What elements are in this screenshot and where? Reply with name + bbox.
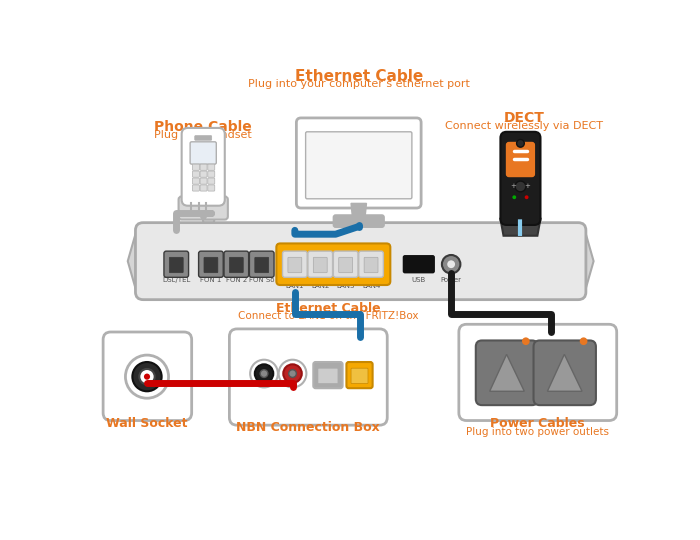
Text: Connect wirelessly via DECT: Connect wirelessly via DECT [445,121,603,131]
FancyBboxPatch shape [500,132,540,225]
FancyBboxPatch shape [364,257,378,273]
Circle shape [447,260,456,269]
Text: FON So: FON So [249,278,274,284]
Circle shape [580,338,587,345]
Circle shape [284,364,302,383]
Text: Wall Socket: Wall Socket [106,417,188,430]
Circle shape [515,181,526,192]
FancyBboxPatch shape [358,251,384,278]
FancyBboxPatch shape [288,257,302,273]
FancyBboxPatch shape [164,251,188,278]
Text: Plug into two power outlets: Plug into two power outlets [466,427,609,437]
Text: Plug into handset: Plug into handset [154,130,252,140]
Text: Phone Cable: Phone Cable [154,120,252,134]
FancyBboxPatch shape [135,222,586,300]
FancyBboxPatch shape [193,185,200,191]
FancyBboxPatch shape [333,251,358,278]
Circle shape [250,360,278,387]
FancyBboxPatch shape [351,368,368,383]
FancyBboxPatch shape [296,118,421,208]
FancyBboxPatch shape [204,257,218,273]
FancyBboxPatch shape [199,251,223,278]
Circle shape [525,195,528,199]
FancyBboxPatch shape [208,171,215,177]
Text: +: + [524,184,531,190]
Text: LAN1: LAN1 [286,283,304,289]
FancyBboxPatch shape [276,244,391,285]
FancyBboxPatch shape [230,329,387,425]
Polygon shape [578,231,594,292]
Circle shape [144,374,150,380]
FancyBboxPatch shape [476,340,538,405]
FancyBboxPatch shape [308,251,332,278]
Polygon shape [505,209,520,231]
FancyBboxPatch shape [169,257,183,273]
Text: LAN2: LAN2 [311,283,330,289]
Text: USB: USB [412,278,426,284]
Text: DSL/TEL: DSL/TEL [162,278,190,284]
Text: +: + [510,184,517,190]
FancyBboxPatch shape [533,340,596,405]
FancyBboxPatch shape [339,257,353,273]
FancyBboxPatch shape [333,215,384,227]
Circle shape [522,338,530,345]
FancyBboxPatch shape [506,142,535,177]
Circle shape [139,369,155,384]
FancyBboxPatch shape [314,362,342,388]
FancyBboxPatch shape [181,128,225,206]
Text: Plug into your computer’s ethernet port: Plug into your computer’s ethernet port [248,79,470,90]
Text: Ethernet Cable: Ethernet Cable [276,302,380,315]
Polygon shape [547,354,582,392]
FancyBboxPatch shape [459,325,617,421]
Text: Ethernet Cable: Ethernet Cable [295,69,423,84]
FancyBboxPatch shape [255,257,269,273]
Polygon shape [490,354,524,392]
FancyBboxPatch shape [200,171,207,177]
FancyBboxPatch shape [314,257,327,273]
FancyBboxPatch shape [200,185,207,191]
FancyBboxPatch shape [208,164,215,170]
FancyBboxPatch shape [193,178,200,184]
Circle shape [442,255,461,273]
FancyBboxPatch shape [208,178,215,184]
FancyBboxPatch shape [193,171,200,177]
Text: FON 1: FON 1 [200,278,222,284]
FancyBboxPatch shape [103,332,192,421]
Text: LAN3: LAN3 [337,283,355,289]
Text: NBN Connection Box: NBN Connection Box [236,421,380,434]
Polygon shape [127,231,143,292]
Text: Power: Power [441,278,462,284]
FancyBboxPatch shape [190,142,216,164]
Polygon shape [351,204,366,219]
FancyBboxPatch shape [200,178,207,184]
FancyBboxPatch shape [403,256,434,273]
Polygon shape [201,209,216,231]
Text: Power Cables: Power Cables [490,417,584,430]
Circle shape [512,195,516,199]
FancyBboxPatch shape [195,136,211,140]
Circle shape [255,364,273,383]
FancyBboxPatch shape [208,185,215,191]
FancyBboxPatch shape [178,197,228,220]
Circle shape [125,355,169,398]
Circle shape [260,370,268,377]
Text: Connect to LAN1 on the FRITZ!Box: Connect to LAN1 on the FRITZ!Box [238,311,418,321]
Polygon shape [500,219,540,236]
Text: FON 2: FON 2 [225,278,247,284]
FancyBboxPatch shape [193,164,200,170]
FancyBboxPatch shape [306,132,412,199]
Text: LAN4: LAN4 [362,283,380,289]
FancyBboxPatch shape [318,368,338,383]
FancyBboxPatch shape [200,164,207,170]
Circle shape [279,360,307,387]
Circle shape [517,139,524,147]
FancyBboxPatch shape [224,251,248,278]
FancyBboxPatch shape [249,251,274,278]
FancyBboxPatch shape [230,257,243,273]
FancyBboxPatch shape [283,251,307,278]
Text: DECT: DECT [504,111,545,125]
FancyBboxPatch shape [346,362,372,388]
Circle shape [132,362,162,392]
Circle shape [288,370,296,377]
